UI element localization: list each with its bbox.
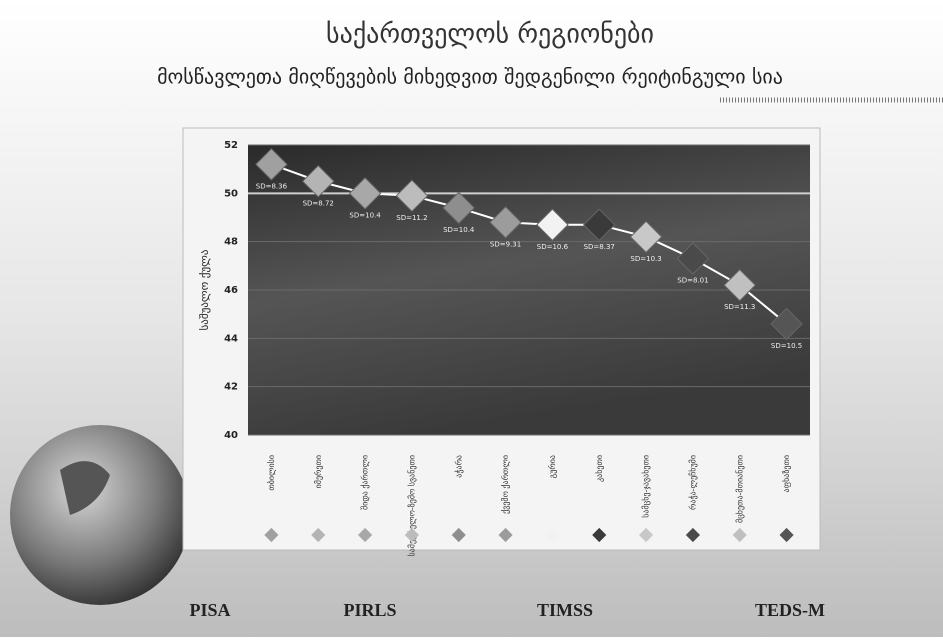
data-marker: [395, 179, 429, 213]
y-tick-label: 46: [224, 285, 238, 296]
x-tick-label: გურია: [547, 455, 557, 478]
y-tick-label: 44: [224, 333, 238, 344]
globe: [10, 425, 190, 605]
data-marker: [629, 220, 663, 254]
x-tick-label: აჭარა: [453, 455, 463, 478]
program-label: TIMSS: [537, 600, 593, 620]
annotation: SD=9.31: [490, 240, 521, 248]
x-tick-label: შიდა ქართლი: [360, 455, 370, 510]
data-marker: [723, 268, 757, 302]
y-tick-label: 42: [224, 382, 238, 393]
x-tick-label: იმერეთი: [313, 455, 323, 488]
annotation: SD=11.3: [724, 303, 755, 311]
y-tick-label: 48: [224, 237, 238, 248]
data-marker: [536, 208, 569, 242]
legend-marker: [358, 527, 373, 543]
annotation: SD=8.37: [584, 243, 615, 251]
annotation: SD=11.2: [396, 214, 427, 222]
y-axis-label: საშუალო ქულა: [198, 249, 211, 330]
program-label: TEDS-M: [755, 600, 825, 620]
x-tick-label: ქვემო ქართლი: [500, 455, 510, 514]
legend-marker: [732, 527, 747, 543]
annotation: SD=8.36: [256, 182, 288, 190]
x-tick-label: აფხაზეთი: [781, 455, 791, 493]
data-marker: [348, 177, 382, 210]
legend-marker: [311, 527, 326, 543]
annotation: SD=8.72: [303, 199, 334, 207]
data-marker: [301, 164, 335, 198]
data-marker: [255, 148, 288, 181]
legend-marker: [498, 527, 513, 543]
x-tick-label: კახეთი: [594, 455, 604, 482]
annotation: SD=8.01: [677, 277, 708, 285]
y-tick-label: 50: [224, 188, 238, 199]
x-tick-label: თბილისი: [266, 455, 276, 491]
legend-marker: [639, 527, 654, 543]
x-tick-label: სამეგრელო-ზემო სვანეთი: [406, 455, 416, 556]
data-marker: [676, 242, 710, 275]
data-marker: [770, 307, 803, 341]
slide-subtitle: მოსწავლეთა მიღწევების მიხედვით შედგენილი…: [157, 65, 783, 89]
y-tick-label: 40: [224, 430, 238, 441]
slide-title: საქართველოს რეგიონები: [326, 20, 654, 50]
legend-marker: [592, 527, 607, 543]
x-tick-label: რაჭა-ლეჩხუმი: [687, 455, 697, 510]
program-label: PISA: [189, 600, 230, 620]
annotation: SD=10.5: [771, 342, 802, 350]
legend-marker: [264, 527, 279, 543]
legend-marker: [451, 527, 466, 543]
legend-marker: [779, 527, 794, 543]
data-marker: [489, 206, 522, 239]
legend-marker: [685, 527, 700, 543]
data-marker: [442, 191, 476, 225]
annotation: SD=10.6: [537, 243, 569, 251]
annotation: SD=10.4: [443, 226, 475, 234]
legend-marker: [404, 527, 419, 543]
x-tick-label: მცხეთა-მთიანეთი: [734, 455, 744, 523]
y-tick-label: 52: [224, 140, 238, 151]
annotation: SD=10.3: [630, 255, 661, 263]
data-marker: [582, 208, 616, 242]
legend-marker: [545, 527, 560, 543]
annotation: SD=10.4: [349, 211, 381, 219]
x-tick-label: სამცხე-ჯავახეთი: [641, 455, 651, 518]
program-label: PIRLS: [343, 600, 396, 620]
globe-land: [60, 461, 110, 515]
